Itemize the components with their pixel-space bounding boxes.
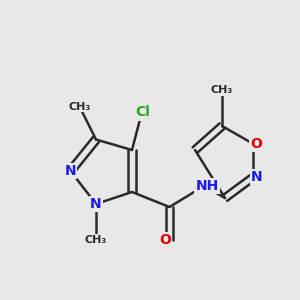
Text: CH₃: CH₃ (211, 85, 233, 95)
Text: CH₃: CH₃ (68, 101, 91, 112)
Text: O: O (159, 233, 171, 247)
Text: N: N (251, 170, 262, 184)
Text: N: N (65, 164, 76, 178)
Text: Cl: Cl (135, 106, 150, 119)
Text: NH: NH (195, 179, 219, 193)
Text: N: N (90, 197, 102, 211)
Text: CH₃: CH₃ (85, 235, 107, 245)
Text: O: O (250, 137, 262, 151)
